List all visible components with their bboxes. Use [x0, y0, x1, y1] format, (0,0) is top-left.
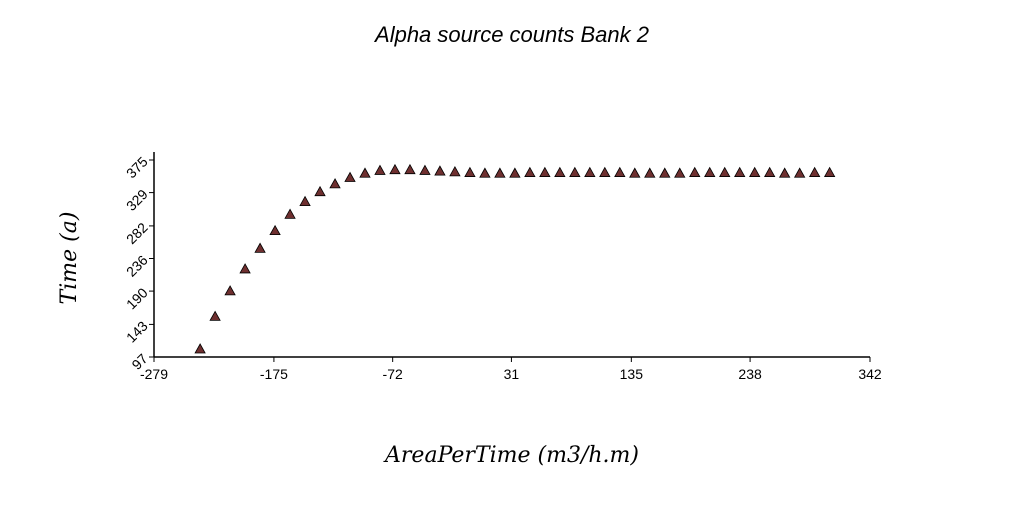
y-axis-label-group: Time (a) — [57, 212, 82, 305]
data-point — [344, 171, 356, 182]
data-point — [749, 166, 761, 177]
x-tick-label: 31 — [504, 366, 520, 382]
data-points — [194, 163, 836, 354]
data-point — [704, 166, 716, 177]
data-point — [584, 166, 596, 177]
y-tick-label: 190 — [123, 284, 151, 312]
data-point — [509, 167, 521, 178]
data-point — [778, 167, 791, 178]
chart-title: Alpha source counts Bank 2 — [373, 22, 649, 47]
y-tick-label: 329 — [123, 186, 151, 214]
x-tick-label: -72 — [383, 366, 403, 382]
y-tick-label: 375 — [123, 153, 151, 181]
y-axis-label: Time (a) — [57, 212, 82, 305]
data-point — [494, 167, 506, 178]
data-point — [359, 167, 371, 178]
y-tick-label: 236 — [123, 252, 151, 280]
data-point — [823, 166, 836, 177]
data-point — [224, 285, 236, 296]
x-tick-label: -175 — [260, 366, 288, 382]
data-point — [314, 185, 326, 197]
data-point — [808, 166, 821, 177]
data-point — [239, 263, 251, 274]
data-point — [389, 163, 401, 175]
data-point — [674, 167, 686, 178]
data-point — [599, 166, 611, 177]
data-point — [554, 166, 566, 177]
data-point — [614, 166, 626, 177]
data-point — [734, 166, 746, 177]
data-point — [284, 208, 296, 219]
data-point — [644, 167, 656, 178]
data-point — [449, 166, 461, 177]
data-point — [629, 167, 641, 178]
data-point — [419, 164, 431, 175]
data-point — [689, 166, 701, 177]
data-point — [524, 166, 536, 177]
data-point — [194, 343, 206, 354]
data-point — [719, 166, 731, 177]
data-point — [299, 195, 311, 207]
x-tick-label: 342 — [858, 366, 882, 382]
data-point — [659, 167, 671, 178]
data-point — [479, 167, 491, 178]
y-tick-label: 143 — [123, 318, 151, 346]
data-point — [374, 164, 386, 175]
data-point — [254, 242, 266, 253]
x-tick-label: -279 — [140, 366, 168, 382]
y-tick-label: 282 — [123, 219, 151, 247]
data-point — [464, 166, 476, 177]
data-point — [269, 224, 281, 236]
data-point — [329, 178, 341, 189]
x-axis-label: AreaPerTime (m3/h.m) — [383, 443, 639, 468]
x-tick-label: 135 — [620, 366, 644, 382]
ticks-layer: -279 -175 -72 31 135 238 342971431902362823293… — [123, 153, 882, 382]
data-point — [404, 163, 416, 175]
data-point — [434, 165, 446, 176]
data-point — [539, 166, 551, 177]
data-point — [209, 310, 221, 321]
data-point — [569, 166, 581, 177]
data-point — [764, 166, 776, 177]
data-point — [793, 167, 806, 178]
x-tick-label: 238 — [738, 366, 762, 382]
